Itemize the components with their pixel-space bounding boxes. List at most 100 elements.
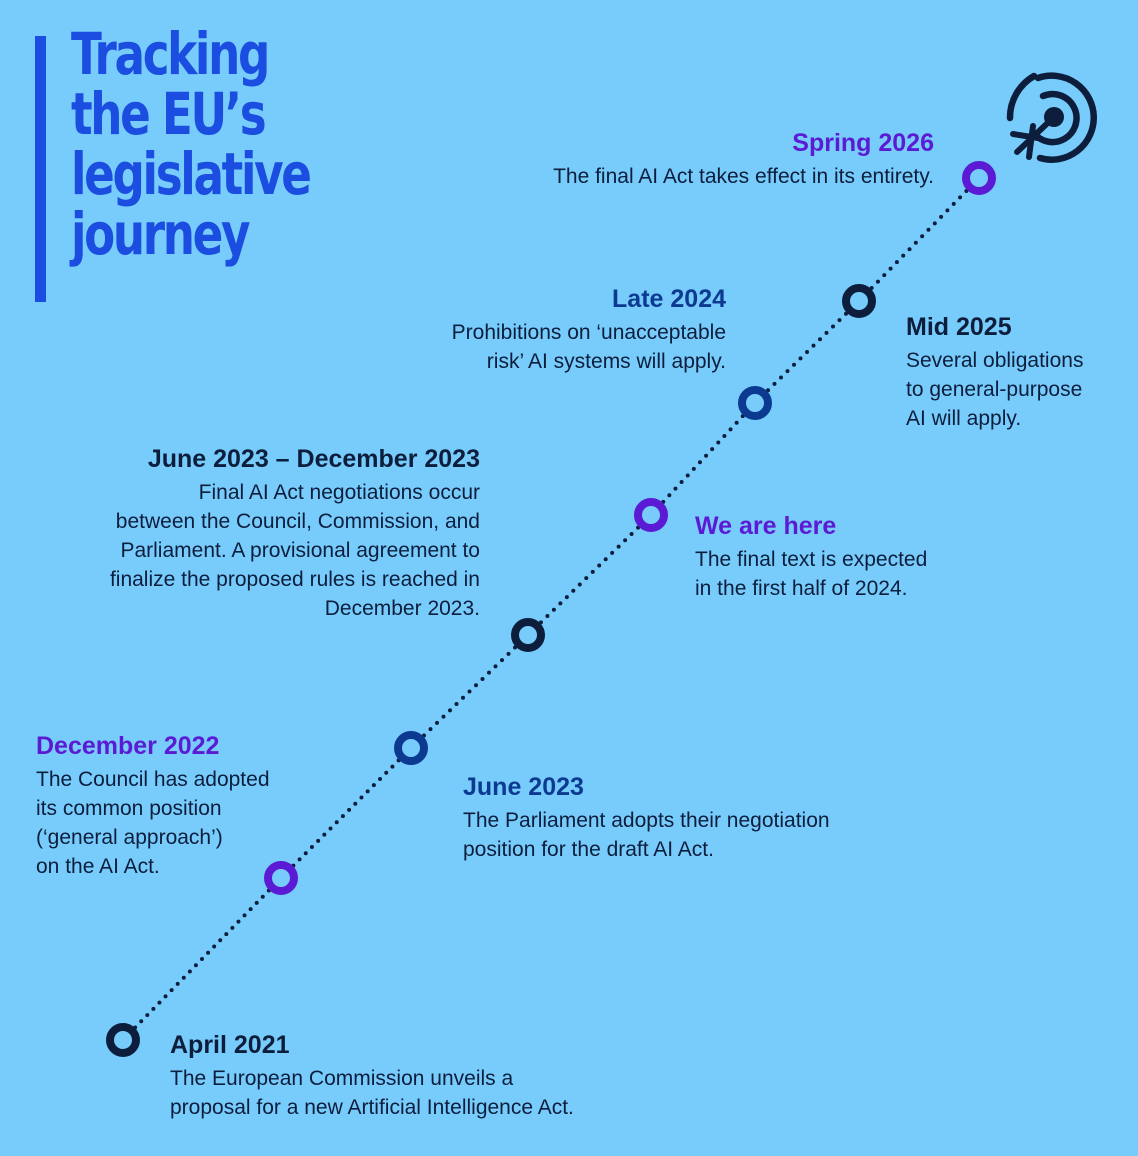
event-date: Mid 2025	[906, 313, 1012, 341]
event-date: Spring 2026	[792, 129, 934, 157]
timeline-dot	[206, 950, 211, 955]
timeline-dot	[623, 538, 628, 543]
timeline-dot	[603, 557, 608, 562]
description-line: its common position	[36, 797, 222, 820]
timeline-dot	[597, 563, 602, 568]
event-date: Late 2024	[612, 285, 726, 313]
timeline-dot	[428, 727, 433, 732]
timeline-dot	[248, 907, 253, 912]
timeline-dot	[831, 324, 835, 329]
description-line: The Parliament adopts their negotiation	[463, 809, 830, 832]
event-description: The Council has adopted its common posit…	[36, 765, 336, 881]
timeline-dot	[558, 601, 563, 606]
timeline-node	[394, 731, 428, 765]
timeline-node	[962, 161, 996, 195]
timeline-dot	[309, 845, 314, 850]
timeline-dot	[181, 975, 186, 980]
event-spring-2026: Spring 2026 The final AI Act takes effec…	[440, 128, 934, 191]
timeline-dot	[584, 576, 589, 581]
timeline-dot	[545, 614, 550, 619]
timeline-dot	[139, 1019, 144, 1024]
description-line: Parliament. A provisional agreement to	[120, 539, 480, 562]
timeline-dot	[193, 963, 198, 968]
timeline-dot	[163, 994, 168, 999]
description-line: proposal for a new Artificial Intelligen…	[170, 1096, 574, 1119]
event-description: The European Commission unveils a propos…	[170, 1064, 670, 1122]
page-title: Tracking the EU’s legislative journey	[71, 24, 352, 264]
timeline-dot	[371, 783, 376, 788]
timeline-dot	[951, 201, 956, 206]
timeline-node	[842, 284, 876, 318]
timeline-dot	[448, 708, 452, 713]
description-line: in the first half of 2024.	[695, 577, 908, 600]
timeline-dot	[824, 330, 829, 335]
event-june-dec-2023: June 2023 – December 2023 Final AI Act n…	[40, 444, 480, 623]
timeline-dot	[610, 550, 615, 555]
description-line: Several obligations	[906, 349, 1084, 372]
timeline-dot	[260, 894, 265, 899]
event-december-2022: December 2022 The Council has adopted it…	[36, 731, 336, 881]
timeline-dot	[792, 362, 796, 367]
timeline-dot	[882, 273, 887, 278]
timeline-dot	[590, 569, 595, 574]
title-line: the EU’s	[71, 80, 267, 148]
target-with-airplane-icon	[1006, 72, 1097, 163]
timeline-dot	[151, 1006, 156, 1011]
timeline-dot	[467, 689, 472, 694]
timeline-dot	[175, 981, 180, 986]
description-line: to general-purpose	[906, 378, 1083, 401]
description-line: The final AI Act takes effect in its ent…	[553, 165, 934, 188]
event-date: June 2023	[463, 773, 584, 801]
timeline-dot	[187, 969, 192, 974]
timeline-dot	[365, 789, 370, 794]
timeline-dotted-line	[133, 188, 969, 1030]
timeline-dot	[212, 944, 217, 949]
timeline-dot	[359, 795, 364, 800]
event-description: Prohibitions on ‘unacceptable risk’ AI s…	[366, 318, 726, 376]
timeline-dot	[322, 832, 327, 837]
timeline-dot	[734, 420, 739, 425]
timeline-dot	[564, 595, 569, 600]
timeline-dot	[316, 838, 321, 843]
timeline-dot	[691, 466, 696, 471]
description-line: December 2023.	[324, 597, 480, 620]
description-line: finalize the proposed rules is reached i…	[109, 568, 480, 591]
timeline-dot	[441, 714, 446, 719]
timeline-dot	[728, 427, 733, 432]
title-line: journey	[71, 200, 250, 268]
timeline-dot	[242, 913, 247, 918]
timeline-dot	[894, 260, 899, 265]
event-description: The Parliament adopts their negotiation …	[463, 806, 903, 864]
timeline-dot	[461, 695, 465, 700]
timeline-dot	[334, 820, 339, 825]
event-late-2024: Late 2024 Prohibitions on ‘unacceptable …	[366, 284, 726, 376]
timeline-dot	[913, 240, 918, 245]
timeline-dot	[679, 480, 684, 485]
timeline-dot	[710, 447, 715, 452]
timeline-dot	[926, 227, 931, 232]
timeline-dot	[157, 1000, 162, 1005]
timeline-dot	[500, 658, 504, 663]
title-line: legislative	[71, 140, 312, 208]
timeline-dot	[297, 857, 302, 862]
event-mid-2025: Mid 2025 Several obligations to general-…	[906, 312, 1126, 433]
timeline-dot	[230, 925, 235, 930]
timeline-node	[511, 618, 545, 652]
timeline-dot	[340, 814, 345, 819]
timeline-node	[738, 386, 772, 420]
event-date: We are here	[695, 512, 837, 540]
timeline-nodes	[106, 161, 996, 1057]
timeline-dot	[218, 938, 223, 943]
timeline-dot	[779, 375, 783, 380]
event-description: The final AI Act takes effect in its ent…	[440, 162, 934, 191]
timeline-dot	[224, 932, 229, 937]
timeline-dot	[200, 957, 204, 961]
description-line: The European Commission unveils a	[170, 1067, 514, 1090]
timeline-dot	[145, 1013, 150, 1018]
timeline-dot	[384, 770, 389, 775]
timeline-dot	[901, 253, 906, 258]
timeline-dot	[818, 337, 822, 342]
timeline-dot	[920, 234, 925, 239]
